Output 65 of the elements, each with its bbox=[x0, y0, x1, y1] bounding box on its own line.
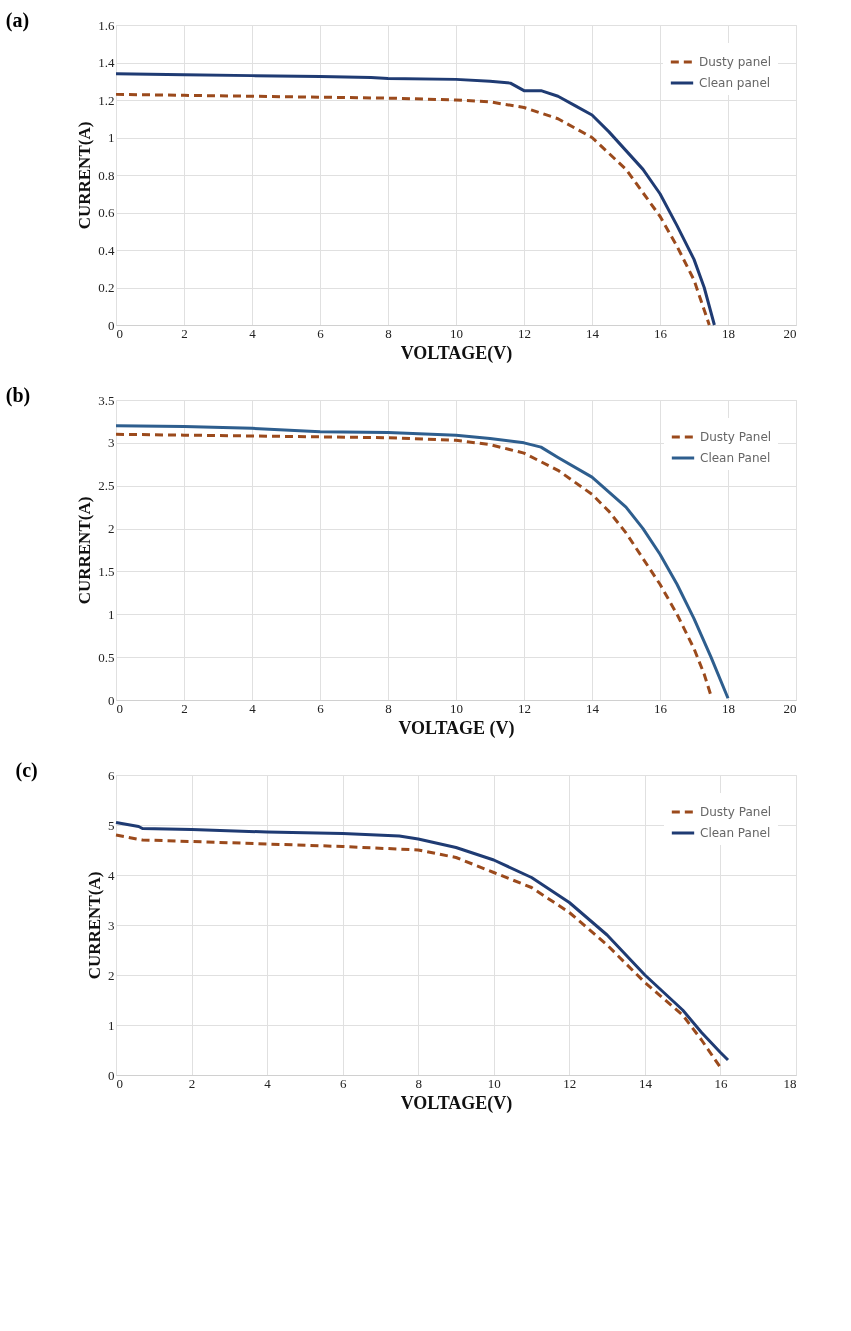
x-tick-label: 12 bbox=[518, 325, 531, 341]
x-tick-label: 16 bbox=[654, 700, 668, 716]
x-tick-label: 14 bbox=[586, 325, 600, 341]
y-tick-label: 0.8 bbox=[98, 167, 115, 183]
y-tick-label: 0.2 bbox=[98, 280, 115, 295]
x-axis-title: VOLTAGE(V) bbox=[400, 1092, 513, 1114]
x-tick-label: 16 bbox=[714, 1075, 728, 1091]
x-tick-label: 4 bbox=[249, 325, 257, 341]
y-tick-label: 2 bbox=[108, 521, 115, 537]
y-tick-label: 0.5 bbox=[98, 649, 115, 665]
y-tick-label: 0.6 bbox=[98, 205, 115, 220]
chart-title: (c) bbox=[15, 759, 38, 782]
legend-label: Dusty panel bbox=[699, 55, 772, 69]
legend-label: Clean Panel bbox=[700, 826, 771, 840]
x-tick-label: 8 bbox=[385, 325, 392, 341]
y-tick-label: 6 bbox=[108, 767, 115, 783]
x-axis-title: VOLTAGE (V) bbox=[398, 717, 515, 739]
legend-label: Clean panel bbox=[699, 76, 771, 90]
x-tick-label: 2 bbox=[181, 325, 188, 341]
y-tick-label: 3.5 bbox=[98, 392, 115, 408]
y-axis-title: CURRENT(A) bbox=[75, 121, 95, 230]
y-tick-label: 1.6 bbox=[98, 17, 115, 33]
x-tick-label: 18 bbox=[722, 700, 735, 716]
x-tick-label: 12 bbox=[518, 700, 531, 716]
x-tick-label: 2 bbox=[188, 1075, 196, 1091]
y-tick-label: 1 bbox=[108, 1017, 115, 1033]
x-tick-label: 20 bbox=[783, 325, 797, 341]
x-tick-label: 8 bbox=[415, 1075, 422, 1091]
x-tick-label: 14 bbox=[638, 1075, 653, 1091]
x-tick-label: 8 bbox=[385, 700, 392, 716]
y-tick-label: 1.4 bbox=[98, 55, 115, 70]
x-tick-label: 10 bbox=[487, 1075, 501, 1091]
legend-label: Clean Panel bbox=[700, 451, 771, 465]
y-tick-label: 1.5 bbox=[98, 563, 115, 579]
x-tick-label: 10 bbox=[450, 700, 463, 716]
legend-label: Dusty Panel bbox=[700, 805, 772, 819]
y-tick-label: 3 bbox=[108, 917, 115, 933]
x-tick-label: 6 bbox=[339, 1075, 347, 1091]
chart-title: (a) bbox=[5, 9, 30, 32]
x-tick-label: 14 bbox=[586, 700, 600, 716]
x-tick-label: 10 bbox=[450, 325, 463, 341]
x-tick-label: 4 bbox=[249, 700, 257, 716]
legend-label: Dusty Panel bbox=[700, 430, 772, 444]
y-tick-label: 4 bbox=[108, 867, 115, 883]
x-tick-label: 4 bbox=[264, 1075, 272, 1091]
chart-title: (b) bbox=[5, 384, 31, 407]
x-tick-label: 16 bbox=[654, 325, 668, 341]
x-tick-label: 18 bbox=[783, 1075, 797, 1091]
x-tick-label: 6 bbox=[317, 325, 325, 341]
x-tick-label: 18 bbox=[722, 325, 735, 341]
y-tick-label: 1.2 bbox=[98, 92, 115, 108]
x-tick-label: 6 bbox=[317, 700, 325, 716]
x-tick-label: 20 bbox=[783, 700, 797, 716]
y-tick-label: 2 bbox=[108, 967, 115, 983]
y-tick-label: 1 bbox=[108, 606, 115, 622]
y-axis-title: CURRENT(A) bbox=[85, 871, 104, 980]
y-tick-label: 2.5 bbox=[98, 478, 115, 494]
y-tick-label: 5 bbox=[108, 817, 115, 833]
x-tick-label: 2 bbox=[181, 700, 188, 716]
y-tick-label: 0.4 bbox=[98, 242, 115, 258]
x-tick-label: 12 bbox=[563, 1075, 577, 1091]
y-tick-label: 3 bbox=[108, 435, 115, 451]
y-tick-label: 1 bbox=[108, 130, 115, 145]
x-axis-title: VOLTAGE(V) bbox=[400, 342, 513, 364]
y-axis-title: CURRENT(A) bbox=[75, 496, 95, 605]
